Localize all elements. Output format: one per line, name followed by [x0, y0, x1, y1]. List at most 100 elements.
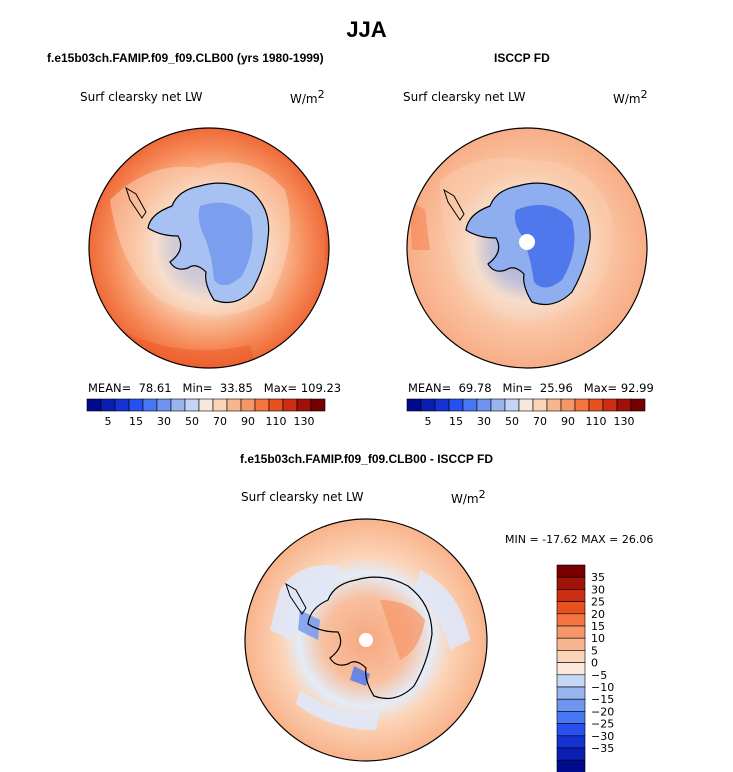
- colorbar-swatch: [268, 398, 284, 412]
- colorbar-swatch: [100, 398, 116, 412]
- colorbar-swatch: [556, 625, 586, 639]
- colorbar-tick-label: 5: [105, 415, 112, 428]
- colorbar-swatch: [448, 398, 464, 412]
- colorbar-tick-label: 70: [533, 415, 547, 428]
- colorbar-swatch: [198, 398, 214, 412]
- colorbar-tick-label: −30: [591, 730, 614, 743]
- colorbar-swatch: [226, 398, 242, 412]
- colorbar-tick-label: 90: [241, 415, 255, 428]
- panel-diff-heading: f.e15b03ch.FAMIP.f09_f09.CLB00 - ISCCP F…: [240, 452, 493, 466]
- colorbar-swatch: [616, 398, 632, 412]
- colorbar-swatch: [476, 398, 492, 412]
- colorbar-tick-label: −10: [591, 681, 614, 694]
- colorbar-tick-label: 130: [614, 415, 635, 428]
- colorbar-tick-label: 20: [591, 608, 605, 621]
- stat-min-label: Min=: [502, 381, 533, 395]
- colorbar-swatch: [170, 398, 186, 412]
- stat-max-label: Max=: [263, 381, 298, 395]
- colorbar-tick-label: 5: [591, 644, 598, 657]
- colorbar-swatch: [504, 398, 520, 412]
- colorbar-tick-label: 110: [266, 415, 287, 428]
- colorbar-swatch: [574, 398, 590, 412]
- colorbar-tick-label: 70: [213, 415, 227, 428]
- colorbar-swatch: [532, 398, 548, 412]
- colorbar-swatch: [556, 686, 586, 700]
- colorbar-swatch: [556, 589, 586, 602]
- panel-model-stats: MEAN= 78.61 Min= 33.85 Max= 109.23: [88, 381, 341, 395]
- panel-diff-units: W/m2: [451, 488, 486, 506]
- stat-min-label: Min=: [182, 381, 213, 395]
- panel-obs-map: [406, 127, 648, 369]
- colorbar-tick-label: 15: [129, 415, 143, 428]
- panel-model-field-label: Surf clearsky net LW: [80, 90, 203, 104]
- colorbar-tick-label: 25: [591, 596, 605, 609]
- colorbar-swatch: [462, 398, 478, 412]
- colorbar-swatch: [282, 398, 298, 412]
- panel-obs-field-label: Surf clearsky net LW: [403, 90, 526, 104]
- colorbar-swatch: [128, 398, 144, 412]
- colorbar-tick-label: 50: [185, 415, 199, 428]
- colorbar-tick-label: 30: [477, 415, 491, 428]
- stat-mean-label: MEAN=: [408, 381, 452, 395]
- colorbar-swatch: [556, 711, 586, 724]
- colorbar-tick-label: 5: [425, 415, 432, 428]
- colorbar-swatch: [310, 398, 326, 412]
- colorbar-swatch: [556, 601, 586, 615]
- colorbar-swatch: [560, 398, 576, 412]
- colorbar-swatch: [602, 398, 618, 412]
- colorbar-swatch: [556, 759, 586, 772]
- colorbar-swatch: [556, 564, 586, 578]
- colorbar-swatch: [296, 398, 312, 412]
- colorbar-swatch: [490, 398, 506, 412]
- panel-obs-stats: MEAN= 69.78 Min= 25.96 Max= 92.99: [408, 381, 654, 395]
- colorbar-tick-label: 30: [157, 415, 171, 428]
- colorbar-swatch: [556, 637, 586, 651]
- colorbar-swatch: [156, 398, 172, 412]
- panel-obs-units: W/m2: [613, 88, 648, 106]
- stat-max-value: 109.23: [300, 381, 342, 395]
- figure-title: JJA: [346, 17, 387, 42]
- colorbar-obs: 5 15 30 50 70 90 110 130: [406, 398, 646, 428]
- colorbar-tick-label: 15: [449, 415, 463, 428]
- stat-mean-label: MEAN=: [88, 381, 132, 395]
- colorbar-swatch: [556, 613, 586, 627]
- colorbar-swatch: [556, 723, 586, 737]
- colorbar-tick-label: 15: [591, 620, 605, 633]
- stat-min-value: 25.96: [539, 381, 573, 395]
- colorbar-swatch: [142, 398, 158, 412]
- pole-hole: [519, 234, 535, 250]
- colorbar-swatch: [556, 698, 586, 712]
- pole-hole: [359, 633, 373, 647]
- colorbar-tick-label: 35: [591, 571, 605, 584]
- colorbar-swatch: [184, 398, 200, 412]
- colorbar-swatch: [556, 650, 586, 663]
- colorbar-tick-label: 0: [591, 657, 598, 670]
- colorbar-swatch: [630, 398, 646, 412]
- colorbar-swatch: [556, 747, 586, 761]
- colorbar-tick-label: −25: [591, 718, 614, 731]
- colorbar-tick-label: −20: [591, 705, 614, 718]
- stat-max-value: 92.99: [620, 381, 654, 395]
- panel-model-map: [88, 127, 330, 369]
- stat-min-value: 33.85: [219, 381, 253, 395]
- colorbar-swatch: [518, 398, 534, 412]
- colorbar-swatch: [546, 398, 562, 412]
- stat-mean-value: 69.78: [458, 381, 492, 395]
- colorbar-tick-label: 130: [294, 415, 315, 428]
- panel-model-units: W/m2: [290, 88, 325, 106]
- colorbar-swatch: [588, 398, 604, 412]
- panel-diff-minmax: MIN = -17.62 MAX = 26.06: [505, 533, 654, 546]
- panel-diff-field-label: Surf clearsky net LW: [241, 490, 364, 504]
- colorbar-swatch: [86, 398, 102, 412]
- colorbar-tick-label: −15: [591, 693, 614, 706]
- colorbar-swatch: [240, 398, 256, 412]
- colorbar-swatch: [556, 662, 586, 676]
- colorbar-swatch: [212, 398, 228, 412]
- antarctica-outline: [307, 576, 433, 699]
- colorbar-swatch: [406, 398, 422, 412]
- colorbar-tick-label: 10: [591, 632, 605, 645]
- stat-mean-value: 78.61: [138, 381, 172, 395]
- colorbar-swatch: [556, 576, 586, 590]
